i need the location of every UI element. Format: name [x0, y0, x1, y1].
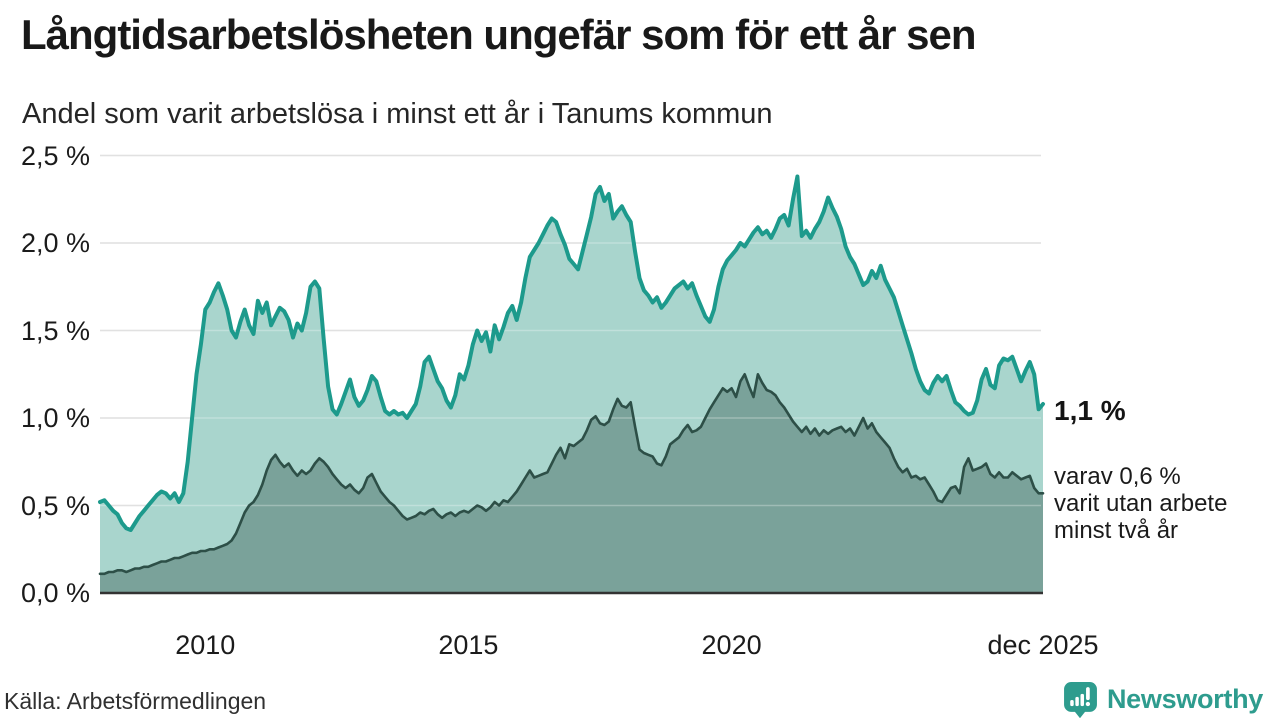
- line-at-least-one-year: [98, 174, 1045, 532]
- y-axis-tick-label: 2,5 %: [20, 140, 90, 171]
- y-axis-tick-label: 0,0 %: [20, 578, 90, 608]
- newsworthy-bubble-chart-icon: [1064, 682, 1097, 718]
- chart-subtitle: Andel som varit arbetslösa i minst ett å…: [22, 98, 773, 130]
- newsworthy-logo: Newsworthy: [1062, 681, 1263, 718]
- line-at-least-two-years: [98, 373, 1045, 576]
- y-axis-tick-label: 0,5 %: [20, 490, 90, 521]
- source-note: Källa: Arbetsförmedlingen: [4, 688, 267, 714]
- secondary-value-annotation: varav 0,6 % varit utan arbete minst två …: [1054, 463, 1227, 544]
- x-axis-tick-label: 2015: [438, 630, 499, 660]
- page-title: Långtidsarbetslösheten ungefär som för e…: [21, 11, 977, 58]
- annotation-line-1: varav 0,6 %: [1054, 463, 1181, 490]
- y-axis-tick-label: 2,0 %: [20, 228, 90, 258]
- annotation-line-2: varit utan arbete: [1054, 490, 1228, 517]
- x-axis-tick-label: 2010: [175, 630, 236, 660]
- annotation-line-3: minst två år: [1054, 517, 1179, 544]
- y-axis-tick-label: 1,5 %: [20, 315, 90, 346]
- x-axis-tick-label: dec 2025: [987, 630, 1099, 660]
- x-axis-tick-label: 2020: [701, 630, 762, 660]
- newsworthy-wordmark: Newsworthy: [1106, 684, 1263, 714]
- latest-value-label: 1,1 %: [1054, 395, 1126, 426]
- y-axis-tick-label: 1,0 %: [20, 403, 90, 433]
